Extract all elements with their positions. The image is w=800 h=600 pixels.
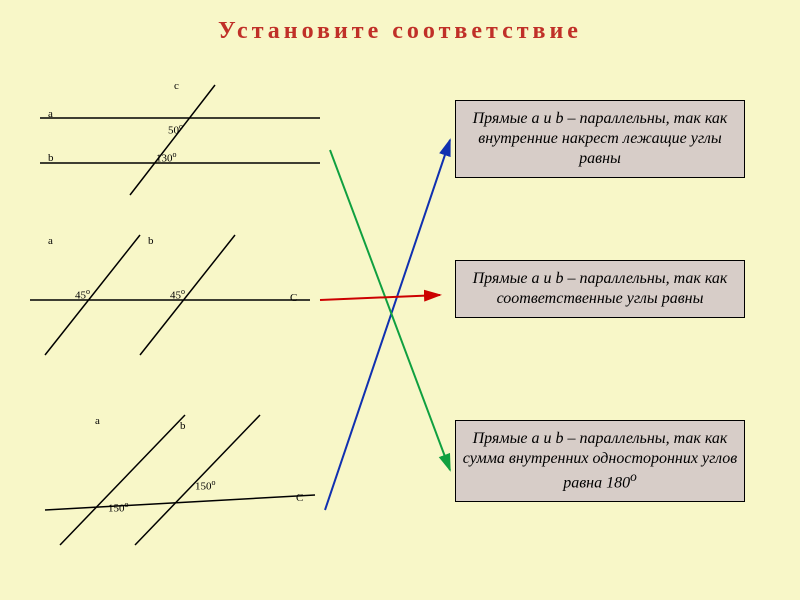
- arrow-green: [330, 150, 450, 470]
- d1-line-c: [130, 85, 215, 195]
- d1-label-c: с: [174, 80, 179, 92]
- d3-angle-150-left: 150о: [108, 500, 129, 515]
- d2-angle-45-right: 45о: [170, 287, 185, 302]
- d3-line-a: [60, 415, 185, 545]
- d3-label-a: a: [95, 415, 100, 427]
- arrow-red: [320, 295, 440, 300]
- d2-angle-45-left: 45о: [75, 287, 90, 302]
- d1-angle-130: 130о: [156, 150, 177, 165]
- d1-label-b: b: [48, 152, 54, 164]
- diagram-1: [40, 85, 320, 195]
- d1-label-a: a: [48, 108, 53, 120]
- d2-label-a: a: [48, 235, 53, 247]
- d3-label-c: С: [296, 492, 303, 504]
- d2-label-b: b: [148, 235, 154, 247]
- d2-line-b: [140, 235, 235, 355]
- arrow-blue: [325, 140, 450, 510]
- diagram-3: [45, 415, 315, 545]
- d3-angle-150-right: 150о: [195, 478, 216, 493]
- d1-angle-50: 50о: [168, 122, 183, 137]
- d2-line-a: [45, 235, 140, 355]
- d2-label-c: С: [290, 292, 297, 304]
- d3-label-b: b: [180, 420, 186, 432]
